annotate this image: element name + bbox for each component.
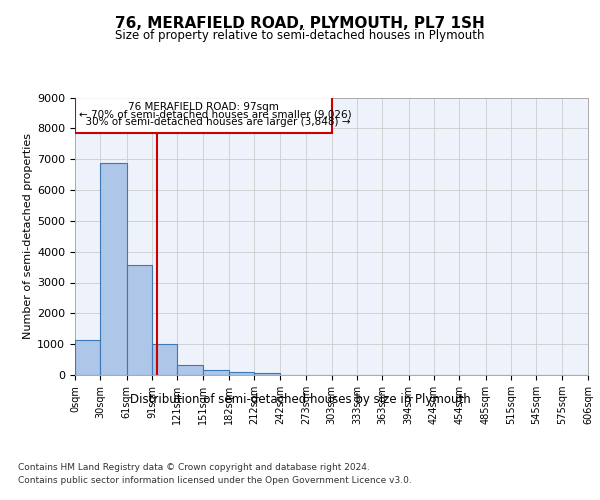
Bar [127, 265, 152, 375]
Text: 30% of semi-detached houses are larger (3,848) →: 30% of semi-detached houses are larger (… [79, 118, 351, 128]
Text: Contains HM Land Registry data © Crown copyright and database right 2024.: Contains HM Land Registry data © Crown c… [18, 462, 370, 471]
Bar [152, 344, 178, 375]
Text: ← 70% of semi-detached houses are smaller (9,026): ← 70% of semi-detached houses are smalle… [79, 110, 352, 120]
Text: 76, MERAFIELD ROAD, PLYMOUTH, PL7 1SH: 76, MERAFIELD ROAD, PLYMOUTH, PL7 1SH [115, 16, 485, 31]
Bar [254, 373, 280, 375]
Text: Contains public sector information licensed under the Open Government Licence v3: Contains public sector information licen… [18, 476, 412, 485]
Bar [100, 163, 127, 375]
Bar [75, 340, 100, 375]
Text: 76 MERAFIELD ROAD: 97sqm: 76 MERAFIELD ROAD: 97sqm [128, 102, 278, 112]
Bar [203, 370, 229, 375]
Bar [178, 365, 203, 375]
Bar [75, 98, 331, 133]
Y-axis label: Number of semi-detached properties: Number of semi-detached properties [23, 133, 33, 339]
Text: Distribution of semi-detached houses by size in Plymouth: Distribution of semi-detached houses by … [130, 392, 470, 406]
Bar [229, 372, 254, 375]
Text: Size of property relative to semi-detached houses in Plymouth: Size of property relative to semi-detach… [115, 29, 485, 42]
